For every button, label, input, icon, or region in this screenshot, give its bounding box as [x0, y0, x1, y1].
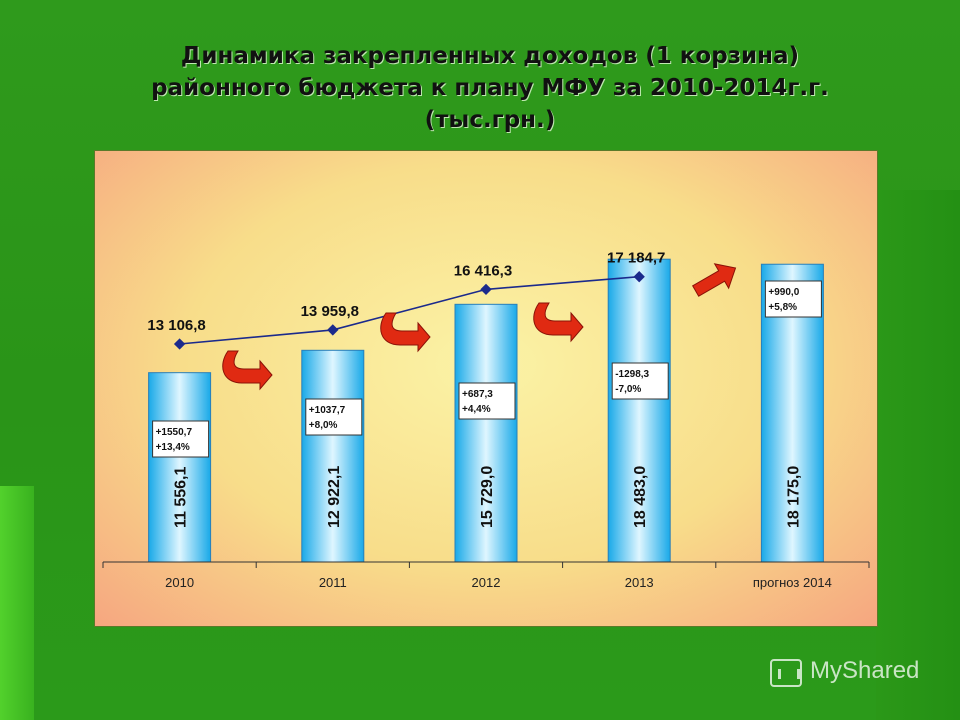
- watermark: MyShared: [770, 655, 945, 695]
- chart-panel: 11 556,1 12 922,1 15 729,0 18 483,0 18 175,0…: [94, 150, 878, 627]
- annotation-abs-4: +990,0: [768, 287, 799, 298]
- annotation-pct-0: +13,4%: [156, 442, 190, 453]
- background-accent-left: [0, 486, 34, 720]
- line-label-0: 13 106,8: [147, 317, 205, 334]
- line-label-3: 17 184,7: [607, 250, 665, 267]
- myshared-logo-icon: [770, 659, 802, 687]
- line-series: [179, 275, 640, 345]
- annotation-abs-3: -1298,3: [615, 369, 649, 380]
- annotation-abs-1: +1037,7: [309, 405, 346, 416]
- x-tick-label-4: прогноз 2014: [753, 575, 832, 590]
- bar-label-1: 12 922,1: [326, 466, 343, 528]
- annotation-pct-2: +4,4%: [462, 404, 491, 415]
- growth-arrow-icon-0: [222, 350, 273, 391]
- line-marker-1: [327, 324, 339, 336]
- background-accent-right: [876, 190, 960, 720]
- annotation-box-4: [764, 280, 822, 318]
- growth-arrow-icon-3: [691, 263, 737, 297]
- line-marker-3: [633, 271, 645, 283]
- bar-label-0: 11 556,1: [173, 467, 190, 529]
- annotation-box-2: [458, 382, 516, 420]
- bar-2: [454, 303, 518, 563]
- line-label-1: 13 959,8: [301, 303, 359, 320]
- line-marker-0: [173, 338, 186, 350]
- annotation-abs-2: +687,3: [462, 389, 493, 400]
- annotation-pct-3: -7,0%: [615, 384, 641, 395]
- line-marker-2: [480, 283, 492, 296]
- x-tick-label-2: 2012: [472, 575, 501, 590]
- annotation-abs-0: +1550,7: [156, 427, 193, 438]
- chart-svg: 11 556,1 12 922,1 15 729,0 18 483,0 18 175,0…: [102, 250, 870, 590]
- annotation-pct-1: +8,0%: [309, 420, 338, 431]
- bar-1: [301, 349, 365, 563]
- slide-title: Динамика закрепленных доходов (1 корзина…: [151, 43, 829, 133]
- annotation-pct-4: +5,8%: [768, 302, 797, 313]
- line-label-2: 16 416,3: [454, 262, 512, 279]
- x-tick-label-0: 2010: [165, 575, 194, 590]
- growth-arrow-icon-2: [533, 302, 584, 343]
- bar-label-2: 15 729,0: [479, 466, 496, 528]
- bar-3: [607, 258, 671, 563]
- x-tick-label-3: 2013: [625, 575, 654, 590]
- annotation-box-1: [305, 398, 363, 436]
- bar-label-4: 18 175,0: [785, 466, 802, 528]
- annotation-box-0: [152, 420, 210, 458]
- watermark-text: MyShared: [810, 657, 920, 684]
- annotation-box-3: [611, 362, 669, 400]
- growth-arrow-icon-1: [380, 312, 431, 353]
- bar-0: [148, 372, 212, 563]
- bar-label-3: 18 483,0: [632, 466, 649, 528]
- x-tick-label-1: 2011: [319, 575, 347, 590]
